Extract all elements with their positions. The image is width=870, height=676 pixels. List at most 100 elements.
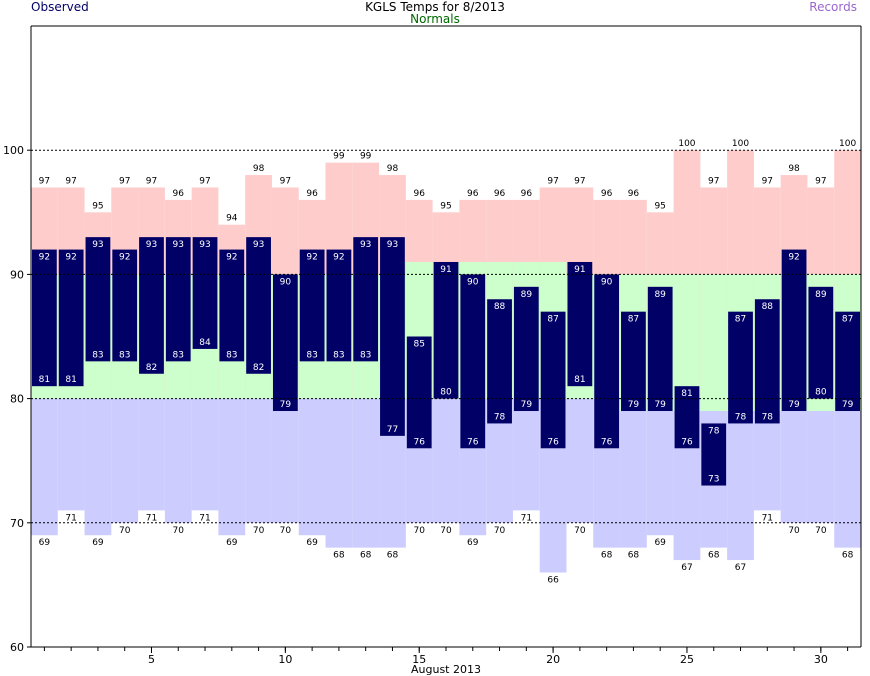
observed-high-label: 92 bbox=[226, 253, 237, 263]
record-high-label: 95 bbox=[654, 201, 665, 211]
observed-high-label: 90 bbox=[467, 277, 479, 287]
x-tick-label: 30 bbox=[814, 653, 828, 666]
record-high-label: 97 bbox=[762, 176, 773, 186]
observed-bar bbox=[567, 261, 593, 387]
y-tick-label: 60 bbox=[10, 641, 24, 654]
observed-low-label: 76 bbox=[547, 437, 559, 447]
observed-low-label: 76 bbox=[681, 437, 693, 447]
record-low-label: 67 bbox=[735, 563, 746, 573]
record-high-label: 98 bbox=[253, 164, 265, 174]
record-low-band bbox=[84, 398, 112, 536]
record-low-label: 69 bbox=[226, 538, 238, 548]
record-low-label: 69 bbox=[92, 538, 104, 548]
axes-layer: 60 70 80 90 100 5 10 15 20 25 30 August 2013 bbox=[3, 25, 862, 676]
observed-bar bbox=[353, 237, 379, 362]
x-tick-label: 5 bbox=[148, 653, 155, 666]
observed-bar bbox=[781, 249, 807, 412]
observed-low-label: 78 bbox=[494, 412, 506, 422]
record-high-label: 97 bbox=[39, 176, 50, 186]
observed-high-label: 88 bbox=[762, 302, 774, 312]
observed-low-label: 78 bbox=[762, 412, 774, 422]
record-low-label: 69 bbox=[654, 538, 666, 548]
record-low-label: 71 bbox=[199, 513, 210, 523]
record-low-band bbox=[566, 398, 594, 523]
observed-high-label: 85 bbox=[413, 340, 424, 350]
observed-bar bbox=[513, 286, 539, 412]
record-low-label: 71 bbox=[65, 513, 76, 523]
record-high-label: 97 bbox=[280, 176, 291, 186]
observed-low-label: 80 bbox=[440, 388, 452, 398]
observed-high-label: 92 bbox=[65, 253, 76, 263]
observed-bar bbox=[647, 286, 673, 412]
record-low-band bbox=[271, 398, 299, 523]
record-high-label: 100 bbox=[839, 139, 856, 149]
x-tick-label: 25 bbox=[680, 653, 694, 666]
record-high-label: 96 bbox=[521, 189, 533, 199]
record-high-label: 97 bbox=[574, 176, 585, 186]
record-low-band bbox=[111, 398, 139, 523]
record-high-label: 97 bbox=[199, 176, 210, 186]
record-high-label: 95 bbox=[440, 201, 451, 211]
observed-bar bbox=[621, 311, 646, 412]
record-high-label: 96 bbox=[173, 189, 185, 199]
y-tick-label: 70 bbox=[10, 517, 24, 530]
observed-high-label: 88 bbox=[494, 302, 506, 312]
observed-high-label: 93 bbox=[253, 240, 264, 250]
record-low-label: 70 bbox=[173, 526, 185, 536]
observed-low-label: 73 bbox=[708, 475, 719, 485]
record-low-band bbox=[245, 398, 272, 523]
record-low-label: 68 bbox=[842, 551, 854, 561]
record-high-label: 94 bbox=[226, 214, 238, 224]
record-high-label: 98 bbox=[788, 164, 800, 174]
record-high-label: 98 bbox=[387, 164, 399, 174]
record-low-label: 70 bbox=[788, 526, 800, 536]
record-low-label: 68 bbox=[333, 551, 345, 561]
observed-low-label: 83 bbox=[333, 350, 344, 360]
observed-bar bbox=[272, 274, 298, 412]
record-low-band bbox=[620, 398, 647, 548]
observed-low-label: 77 bbox=[387, 425, 398, 435]
observed-high-label: 87 bbox=[628, 315, 639, 325]
observed-bar bbox=[460, 274, 486, 449]
y-tick-label: 80 bbox=[10, 393, 24, 406]
observed-high-label: 93 bbox=[173, 240, 184, 250]
record-high-label: 96 bbox=[306, 189, 318, 199]
observed-bar bbox=[219, 249, 245, 362]
observed-low-label: 81 bbox=[65, 375, 76, 385]
record-low-label: 70 bbox=[815, 526, 827, 536]
legend-normals: Normals bbox=[410, 12, 460, 26]
record-low-label: 71 bbox=[146, 513, 157, 523]
record-low-label: 70 bbox=[119, 526, 131, 536]
record-low-label: 68 bbox=[708, 551, 720, 561]
observed-high-label: 93 bbox=[199, 240, 210, 250]
observed-low-label: 80 bbox=[815, 388, 827, 398]
record-low-label: 70 bbox=[413, 526, 425, 536]
observed-low-label: 79 bbox=[788, 400, 800, 410]
observed-high-label: 89 bbox=[815, 290, 827, 300]
record-low-band bbox=[325, 398, 353, 548]
y-tick-label: 90 bbox=[10, 268, 24, 281]
observed-high-label: 90 bbox=[280, 277, 292, 287]
observed-bar bbox=[808, 286, 834, 399]
observed-high-label: 91 bbox=[574, 265, 585, 275]
observed-high-label: 93 bbox=[387, 240, 398, 250]
record-low-label: 66 bbox=[547, 575, 559, 585]
record-high-label: 100 bbox=[678, 139, 695, 149]
record-low-label: 71 bbox=[762, 513, 773, 523]
observed-bar bbox=[406, 336, 432, 449]
observed-bar bbox=[728, 311, 753, 424]
observed-low-label: 79 bbox=[628, 400, 640, 410]
record-low-label: 71 bbox=[521, 513, 532, 523]
observed-high-label: 93 bbox=[92, 240, 103, 250]
x-tick-label: 20 bbox=[546, 653, 560, 666]
observed-high-label: 91 bbox=[440, 265, 451, 275]
record-high-label: 97 bbox=[815, 176, 826, 186]
observed-low-label: 83 bbox=[226, 350, 237, 360]
observed-bar bbox=[85, 237, 111, 362]
observed-low-label: 83 bbox=[119, 350, 130, 360]
observed-high-label: 92 bbox=[119, 253, 130, 263]
observed-low-label: 81 bbox=[39, 375, 50, 385]
record-low-label: 70 bbox=[280, 526, 292, 536]
observed-bar bbox=[192, 237, 218, 349]
record-high-label: 95 bbox=[92, 201, 103, 211]
